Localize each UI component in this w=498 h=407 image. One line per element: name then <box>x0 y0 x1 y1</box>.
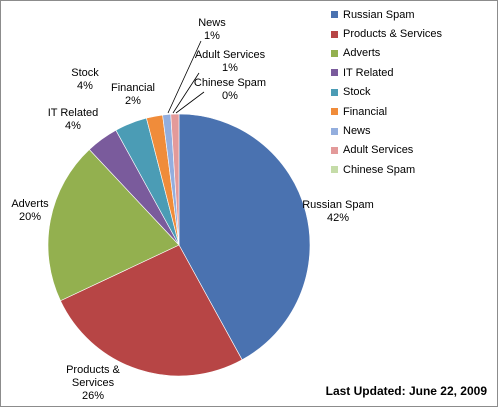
slice-label-products-and-services: Products & Services 26% <box>66 364 120 402</box>
slice-labels: Russian Spam 42% Products & Services 26% Adve… <box>11 17 373 402</box>
pie-slice-russian-spam <box>178 113 311 361</box>
leader-line-news <box>167 40 202 114</box>
slice-label-it-related: IT Related 4% <box>48 107 99 132</box>
legend-item-financial: Financial <box>331 102 442 121</box>
legend-swatch <box>331 88 338 96</box>
legend-swatch <box>331 30 338 38</box>
legend-swatch <box>331 108 338 116</box>
legend-swatch <box>331 146 338 154</box>
legend-item-stock: Stock <box>331 83 442 102</box>
legend-item-news: News <box>331 121 442 140</box>
legend: Russian Spam Products & Services Adverts IT… <box>331 5 442 180</box>
legend-swatch <box>331 69 338 77</box>
slice-label-adult-services: Adult Services 1% <box>195 49 266 74</box>
slice-label-stock: Stock 4% <box>71 67 99 92</box>
pie-slices <box>47 113 311 377</box>
pie-slice-products-and-services <box>60 244 243 377</box>
legend-item-adult-services: Adult Services <box>331 141 442 160</box>
slice-label-news: News 1% <box>198 17 226 42</box>
legend-swatch <box>331 49 338 57</box>
legend-item-chinese-spam: Chinese Spam <box>331 160 442 179</box>
legend-swatch <box>331 166 338 174</box>
leader-line-chinese-spam <box>175 91 205 114</box>
slice-label-chinese-spam: Chinese Spam 0% <box>194 77 266 102</box>
legend-label: Stock <box>343 86 371 99</box>
pie-slice-adverts <box>47 149 180 302</box>
legend-swatch <box>331 127 338 135</box>
leader-line-adult-services <box>172 72 200 114</box>
legend-item-adverts: Adverts <box>331 44 442 63</box>
legend-item-products-and-services: Products & Services <box>331 24 442 43</box>
last-updated-text: Last Updated: June 22, 2009 <box>325 384 487 398</box>
slice-label-financial: Financial 2% <box>111 82 155 107</box>
legend-label: Adverts <box>343 47 381 60</box>
slice-label-adverts: Adverts 20% <box>11 198 49 223</box>
legend-label: Financial <box>343 105 388 118</box>
pie-slice-adult-services <box>170 113 180 246</box>
legend-item-it-related: IT Related <box>331 63 442 82</box>
legend-label: Adult Services <box>343 144 414 157</box>
legend-label: IT Related <box>343 66 394 79</box>
legend-swatch <box>331 11 338 19</box>
legend-label: Russian Spam <box>343 8 415 21</box>
legend-label: Products & Services <box>343 28 443 41</box>
legend-label: News <box>343 125 371 138</box>
leader-lines <box>167 40 205 114</box>
slice-label-russian-spam: Russian Spam 42% <box>302 199 374 224</box>
legend-item-russian-spam: Russian Spam <box>331 5 442 24</box>
legend-label: Chinese Spam <box>343 163 416 176</box>
